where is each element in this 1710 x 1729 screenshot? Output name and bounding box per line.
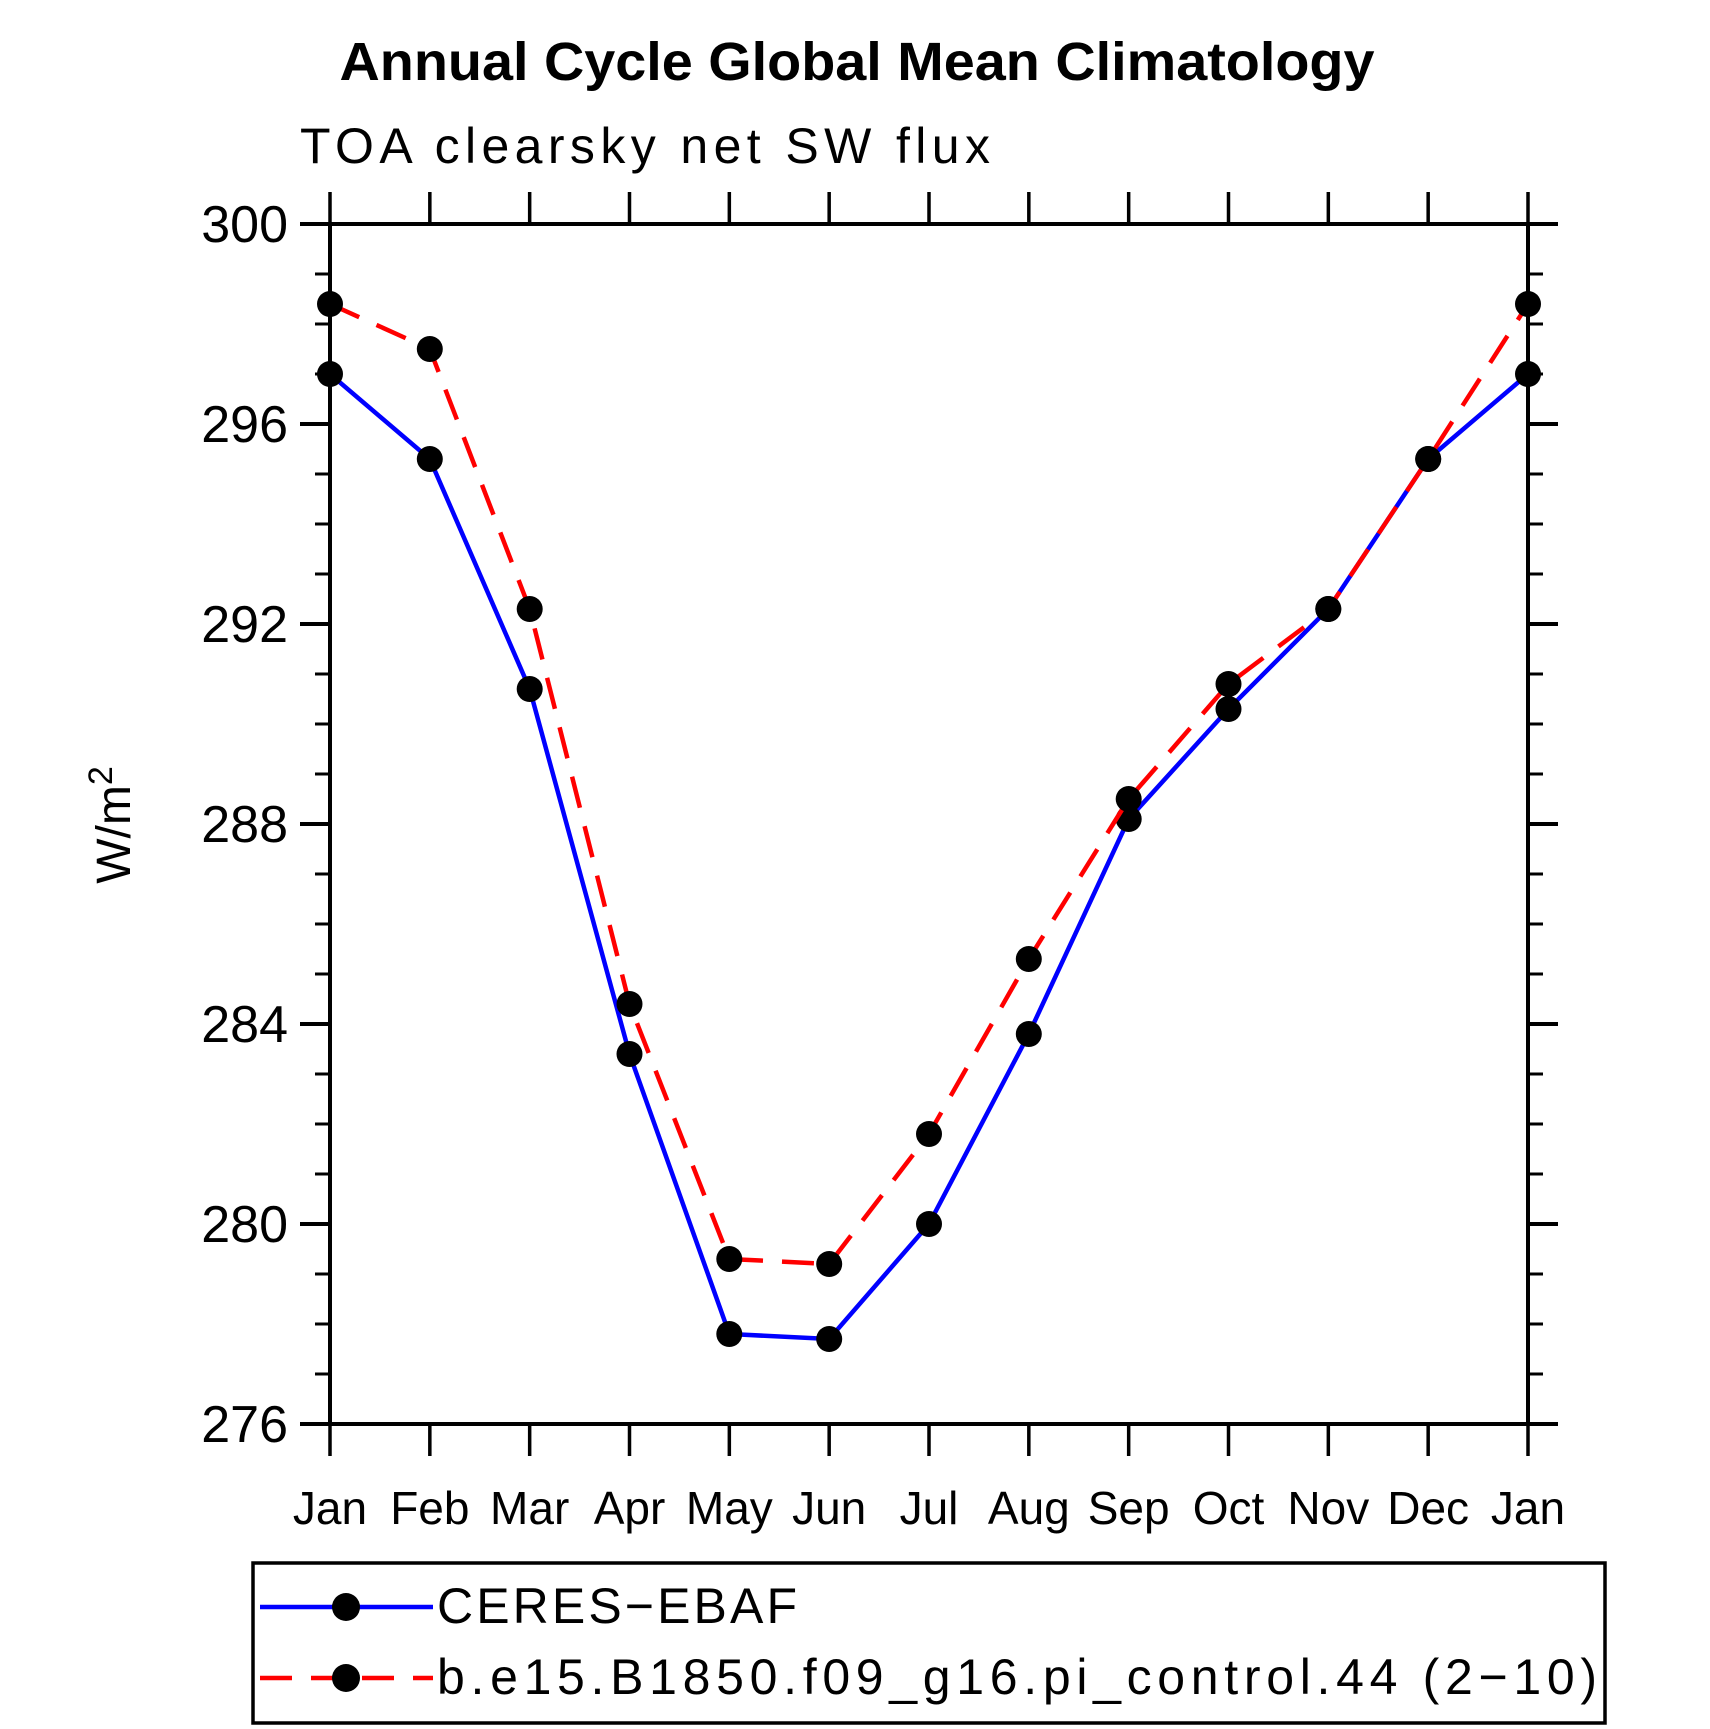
data-point	[317, 361, 343, 387]
data-point	[317, 291, 343, 317]
legend-item: CERES−EBAF	[260, 1578, 797, 1634]
chart-subtitle: TOA clearsky net SW flux	[300, 118, 990, 174]
data-point	[716, 1321, 743, 1347]
data-point	[1515, 361, 1541, 387]
legend-box	[251, 1561, 1607, 1725]
series-line-0	[328, 372, 1530, 1342]
data-point	[816, 1251, 843, 1277]
x-axis-tick-label: Dec	[1387, 1482, 1469, 1534]
x-axis-tick-label: Jul	[900, 1482, 959, 1534]
y-axis-tick-label: 300	[201, 196, 288, 254]
data-point	[716, 1246, 743, 1272]
data-point	[416, 336, 443, 362]
y-axis-label-superscript: 2	[82, 766, 120, 785]
data-point	[1215, 696, 1242, 722]
legend-item: b.e15.B1850.f09_g16.pi_control.44 (2−10)	[260, 1649, 1597, 1705]
data-point	[416, 446, 443, 472]
plot-area: Jan Feb Mar Apr May Jun Jul Aug Sep Oct Nov Dec Jan2…	[201, 192, 1565, 1534]
data-point	[1215, 671, 1242, 697]
chart-title: Annual Cycle Global Mean Climatology	[340, 32, 1375, 92]
y-axis-tick-label: 288	[201, 796, 288, 854]
x-axis-tick-label: Feb	[390, 1482, 469, 1534]
legend-label: b.e15.B1850.f09_g16.pi_control.44 (2−10)	[437, 1649, 1597, 1705]
x-axis-tick-label: Sep	[1088, 1482, 1170, 1534]
data-point	[916, 1211, 942, 1237]
y-axis-tick-label: 276	[201, 1396, 288, 1454]
x-axis-tick-label: Oct	[1193, 1482, 1265, 1534]
x-axis-tick-label: Jun	[792, 1482, 866, 1534]
data-point	[1315, 596, 1342, 622]
data-point	[1015, 1021, 1042, 1047]
y-axis-label: W/m2	[82, 766, 141, 884]
series-line-1	[329, 301, 1530, 1267]
plot-frame	[328, 222, 1530, 1426]
data-point	[816, 1326, 843, 1352]
data-point	[1515, 291, 1541, 317]
x-axis-tick-label: May	[686, 1482, 773, 1534]
x-axis-tick-label: Jan	[293, 1482, 367, 1534]
y-axis-tick-label: 280	[201, 1196, 288, 1254]
x-axis-tick-label: Mar	[490, 1482, 569, 1534]
data-point	[616, 991, 643, 1017]
data-point	[1115, 786, 1142, 812]
legend-marker	[332, 1664, 360, 1692]
x-axis-tick-label: Apr	[594, 1482, 666, 1534]
legend: CERES−EBAF b.e15.B1850.f09_g16.pi_control…	[251, 1561, 1607, 1725]
data-point	[516, 676, 543, 702]
series-layer	[317, 291, 1541, 1352]
data-point	[516, 596, 543, 622]
x-axis-tick-label: Aug	[988, 1482, 1070, 1534]
data-point	[616, 1041, 643, 1067]
data-point	[1015, 946, 1042, 972]
y-axis-label-base: W/m	[88, 785, 141, 884]
data-point	[916, 1121, 942, 1147]
y-axis-tick-label: 292	[201, 596, 288, 654]
x-axis-tick-label: Jan	[1491, 1482, 1565, 1534]
legend-label: CERES−EBAF	[437, 1578, 797, 1634]
legend-marker	[332, 1593, 360, 1621]
data-point	[1415, 446, 1442, 472]
y-axis-tick-label: 296	[201, 396, 288, 454]
y-axis-tick-label: 284	[201, 996, 288, 1054]
x-axis-tick-label: Nov	[1287, 1482, 1369, 1534]
